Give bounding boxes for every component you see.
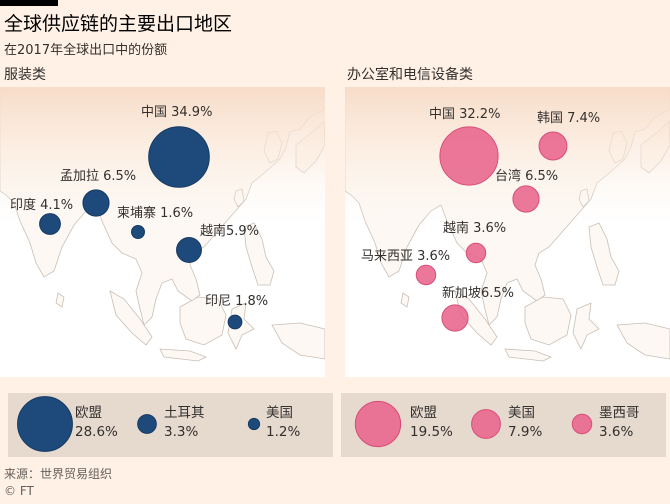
bubble-新加坡 — [441, 304, 469, 332]
apparel-map-svg — [0, 87, 325, 377]
legend-region-墨西哥: 墨西哥 — [599, 405, 640, 421]
legend-region-美国: 美国 — [508, 405, 535, 421]
bubble-label-越南: 越南 3.6% — [443, 221, 507, 236]
bubble-越南 — [176, 237, 202, 263]
bubble-孟加拉 — [82, 189, 110, 217]
bubble-label-印度: 印度 4.1% — [10, 198, 74, 213]
legend-value-欧盟: 19.5% — [410, 424, 453, 440]
legend-bubble-土耳其 — [137, 414, 157, 434]
apparel-map: 中国 34.9% 孟加拉 6.5% 印度 4.1% 柬埔寨 1.6% 越南5.9% 印尼 … — [0, 87, 325, 377]
bubble-label-台湾: 台湾 6.5% — [495, 169, 559, 184]
bubble-台湾 — [512, 185, 540, 213]
bubble-中国 — [148, 126, 210, 188]
bubble-越南 — [465, 242, 487, 264]
bubble-label-中国: 中国 34.9% — [141, 105, 213, 120]
bubble-label-新加坡: 新加坡6.5% — [442, 286, 515, 301]
bubble-label-柬埔寨: 柬埔寨 1.6% — [117, 206, 194, 221]
land-shape — [524, 296, 572, 346]
land-shape — [400, 292, 410, 308]
legend-region-欧盟: 欧盟 — [75, 405, 102, 421]
legend-value-欧盟: 28.6% — [75, 424, 118, 440]
land-shape — [572, 302, 600, 350]
land-shape — [179, 296, 227, 346]
bubble-label-马来西亚: 马来西亚 3.6% — [361, 249, 451, 264]
apparel-legend: 欧盟 28.6% 土耳其 3.3% 美国 1.2% — [8, 393, 333, 457]
bubble-中国 — [439, 126, 499, 186]
source-note: 来源：世界贸易组织 — [4, 467, 113, 481]
bubble-label-孟加拉: 孟加拉 6.5% — [60, 169, 137, 184]
chart-subtitle: 在2017年全球出口中的份额 — [4, 43, 168, 58]
legend-bubble-欧盟 — [354, 400, 402, 448]
legend-region-欧盟: 欧盟 — [410, 405, 437, 421]
bubble-印度 — [39, 213, 61, 235]
legend-bubble-墨西哥 — [571, 413, 593, 435]
bubble-马来西亚 — [415, 264, 437, 286]
legend-bubble-欧盟 — [17, 396, 73, 452]
chart-title: 全球供应链的主要出口地区 — [4, 13, 233, 35]
panel-title-apparel: 服装类 — [4, 67, 46, 83]
bubble-label-韩国: 韩国 7.4% — [537, 111, 601, 126]
land-shape — [55, 292, 65, 308]
office-map: 中国 32.2% 韩国 7.4% 台湾 6.5% 越南 3.6% 马来西亚 3.6% 新加… — [345, 87, 670, 377]
legend-value-美国: 1.2% — [266, 424, 301, 440]
ft-credit: © FT — [4, 484, 34, 498]
bubble-柬埔寨 — [131, 225, 145, 239]
land-shape — [271, 322, 325, 360]
bubble-label-中国: 中国 32.2% — [429, 107, 501, 122]
bubble-韩国 — [538, 131, 568, 161]
legend-region-美国: 美国 — [266, 405, 293, 421]
bubble-印尼 — [227, 314, 243, 330]
legend-value-美国: 7.9% — [508, 424, 543, 440]
legend-bubble-美国 — [471, 409, 501, 439]
highlight-gradient — [345, 87, 670, 227]
land-shape — [504, 348, 552, 362]
bubble-label-越南: 越南5.9% — [200, 224, 260, 239]
land-shape — [109, 290, 153, 346]
land-shape — [588, 222, 620, 286]
office-map-svg — [345, 87, 670, 377]
land-shape — [159, 348, 207, 362]
legend-region-土耳其: 土耳其 — [164, 405, 205, 421]
legend-value-土耳其: 3.3% — [164, 424, 199, 440]
legend-bubble-美国 — [247, 417, 261, 431]
office-legend: 欧盟 19.5% 美国 7.9% 墨西哥 3.6% — [341, 393, 666, 457]
legend-value-墨西哥: 3.6% — [599, 424, 634, 440]
bubble-label-印尼: 印尼 1.8% — [205, 294, 269, 309]
ft-top-bar — [0, 0, 58, 6]
land-shape — [616, 322, 670, 360]
land-shape — [243, 222, 275, 286]
panel-title-office: 办公室和电信设备类 — [347, 67, 473, 83]
